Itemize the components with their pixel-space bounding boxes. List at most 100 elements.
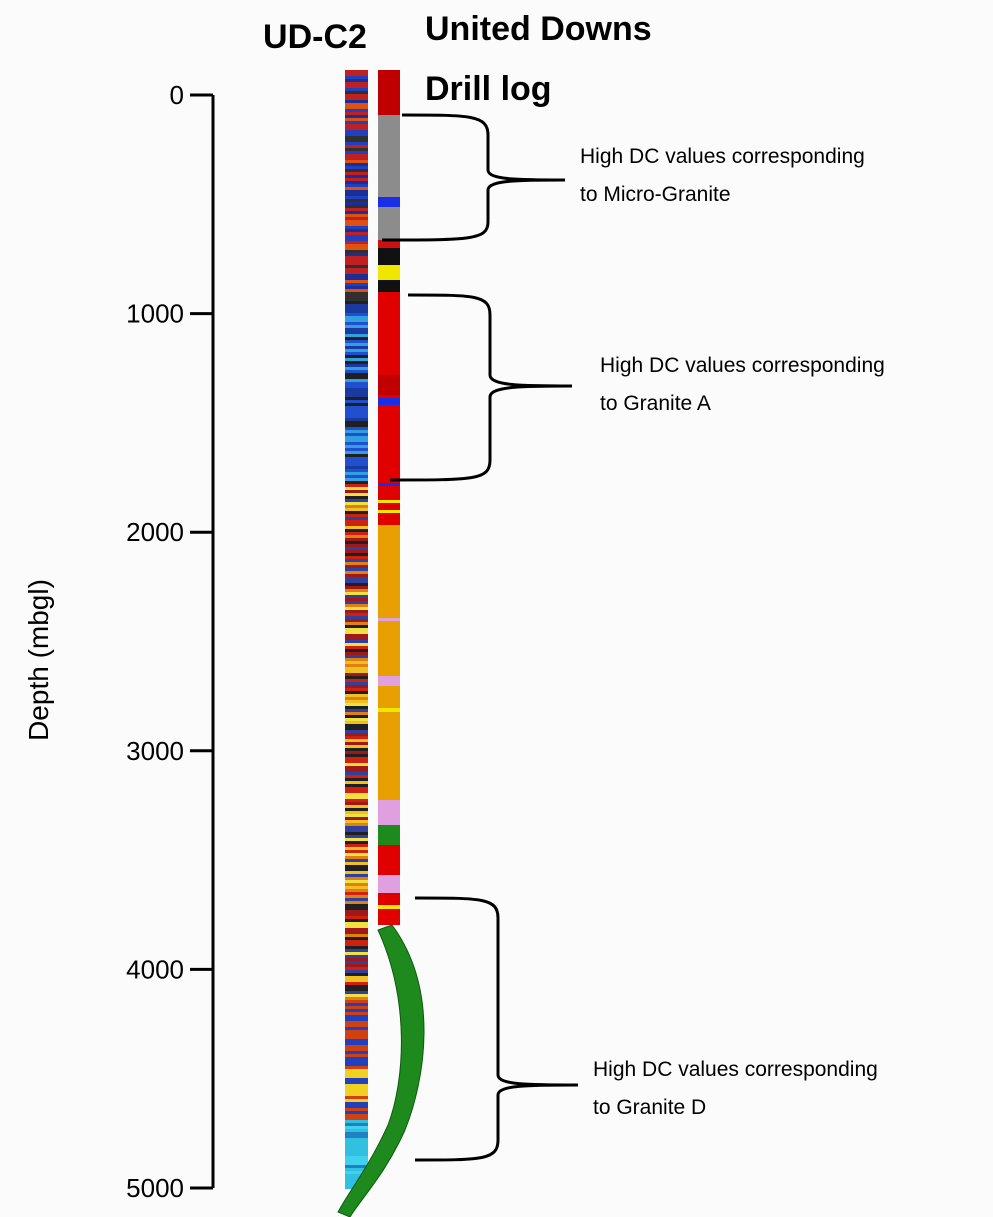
stripe bbox=[345, 823, 368, 827]
stripe bbox=[345, 397, 368, 401]
stripe bbox=[345, 916, 368, 920]
stripe bbox=[345, 136, 368, 140]
stripe bbox=[345, 295, 368, 299]
stripe bbox=[345, 391, 368, 395]
stripe bbox=[345, 259, 368, 263]
drill-log-column bbox=[337, 70, 425, 1217]
stripe bbox=[345, 1072, 368, 1076]
stripe bbox=[345, 478, 368, 482]
stripe bbox=[345, 913, 368, 917]
stripe bbox=[345, 439, 368, 443]
stripe bbox=[345, 112, 368, 116]
stripe bbox=[345, 1036, 368, 1040]
stripe bbox=[345, 484, 368, 488]
stripe bbox=[345, 499, 368, 503]
stripe bbox=[345, 253, 368, 257]
axis-label: Depth (mbgl) bbox=[23, 579, 54, 741]
stripe bbox=[345, 853, 368, 857]
dc-log-column bbox=[345, 70, 368, 1190]
stripe bbox=[345, 424, 368, 428]
stripe bbox=[345, 1147, 368, 1151]
stripe bbox=[345, 409, 368, 413]
stripe bbox=[345, 547, 368, 551]
stripe bbox=[345, 973, 368, 977]
stripe bbox=[345, 661, 368, 665]
stripe bbox=[345, 895, 368, 899]
stripe bbox=[345, 1087, 368, 1091]
stripe bbox=[345, 1132, 368, 1136]
stripe bbox=[345, 883, 368, 887]
stripe bbox=[345, 874, 368, 878]
stripe bbox=[345, 697, 368, 701]
stripe bbox=[345, 1105, 368, 1109]
stripe bbox=[345, 283, 368, 287]
stripe bbox=[345, 1102, 368, 1106]
stripe bbox=[345, 286, 368, 290]
stripe bbox=[345, 949, 368, 953]
stripe bbox=[345, 802, 368, 806]
stripe bbox=[345, 979, 368, 983]
stripe bbox=[345, 238, 368, 242]
stripe bbox=[345, 787, 368, 791]
annotation: High DC values corresponding bbox=[600, 354, 885, 377]
stripe bbox=[345, 730, 368, 734]
stripe bbox=[345, 721, 368, 725]
stripe bbox=[345, 529, 368, 533]
stripe bbox=[345, 145, 368, 149]
stripe bbox=[345, 1060, 368, 1064]
stripe bbox=[345, 1003, 368, 1007]
stripe bbox=[345, 919, 368, 923]
stripe bbox=[345, 1078, 368, 1082]
braces bbox=[381, 113, 579, 1162]
stripe bbox=[345, 376, 368, 380]
stripe bbox=[345, 175, 368, 179]
stripe bbox=[345, 481, 368, 485]
stripe bbox=[345, 937, 368, 941]
stripe bbox=[345, 814, 368, 818]
stripe bbox=[345, 910, 368, 914]
stripe bbox=[345, 505, 368, 509]
stripe bbox=[345, 1090, 368, 1094]
stripe bbox=[345, 871, 368, 875]
stripe bbox=[345, 1123, 368, 1127]
stripe bbox=[345, 298, 368, 302]
stripe bbox=[345, 751, 368, 755]
tick-label: 0 bbox=[170, 80, 184, 110]
stripe bbox=[345, 1033, 368, 1037]
stripe bbox=[345, 934, 368, 938]
stripe bbox=[345, 658, 368, 662]
stripe bbox=[345, 487, 368, 491]
stripe bbox=[345, 340, 368, 344]
stripe bbox=[345, 520, 368, 524]
stripe bbox=[345, 553, 368, 557]
stripe bbox=[345, 1039, 368, 1043]
stripe bbox=[345, 631, 368, 635]
stripe bbox=[345, 880, 368, 884]
stripe bbox=[345, 382, 368, 386]
stripe bbox=[345, 574, 368, 578]
stripe bbox=[345, 133, 368, 137]
stripe bbox=[345, 514, 368, 518]
stripe bbox=[345, 586, 368, 590]
stripe bbox=[345, 331, 368, 335]
stripe bbox=[345, 718, 368, 722]
stripe bbox=[345, 784, 368, 788]
stripe bbox=[345, 892, 368, 896]
stripe bbox=[345, 622, 368, 626]
stripe bbox=[345, 1018, 368, 1022]
stripe bbox=[345, 388, 368, 392]
stripe bbox=[345, 904, 368, 908]
stripe bbox=[345, 79, 368, 83]
stripe bbox=[345, 178, 368, 182]
stripe bbox=[345, 277, 368, 281]
stripe bbox=[345, 901, 368, 905]
stripe bbox=[345, 508, 368, 512]
stripe bbox=[345, 607, 368, 611]
stripe bbox=[345, 289, 368, 293]
stripe bbox=[345, 664, 368, 668]
stripe bbox=[345, 637, 368, 641]
stripe bbox=[345, 256, 368, 260]
stripe bbox=[345, 805, 368, 809]
stripe bbox=[345, 619, 368, 623]
stripe bbox=[345, 811, 368, 815]
